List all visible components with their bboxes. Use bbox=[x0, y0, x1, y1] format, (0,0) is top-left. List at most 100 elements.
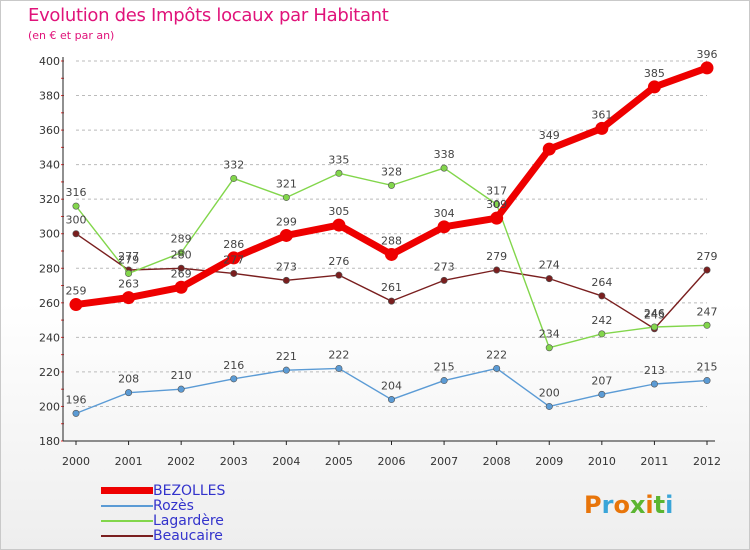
data-point bbox=[703, 377, 711, 385]
data-point bbox=[700, 61, 714, 75]
data-label: 259 bbox=[66, 285, 87, 298]
logo-letter: t bbox=[653, 491, 666, 519]
logo-letter: i bbox=[665, 491, 674, 519]
data-point bbox=[545, 275, 553, 283]
data-label: 273 bbox=[434, 260, 455, 273]
data-point bbox=[650, 380, 658, 388]
x-axis-ticks: 2000 2001 2002 2003 2004 2005 2006 2007 2008 2009… bbox=[62, 441, 721, 468]
data-label: 309 bbox=[486, 198, 507, 211]
data-label: 264 bbox=[591, 276, 612, 289]
data-label: 279 bbox=[486, 250, 507, 263]
data-point bbox=[279, 228, 293, 242]
data-label: 328 bbox=[381, 165, 402, 178]
data-point bbox=[545, 402, 553, 410]
data-point bbox=[122, 291, 136, 305]
legend-swatch bbox=[101, 504, 153, 507]
data-point bbox=[437, 220, 451, 234]
data-point bbox=[703, 266, 711, 274]
data-label: 273 bbox=[276, 260, 297, 273]
y-tick-label: 260 bbox=[39, 297, 60, 310]
y-tick-label: 220 bbox=[39, 366, 60, 379]
data-point bbox=[647, 80, 661, 94]
data-point bbox=[125, 269, 133, 277]
data-label: 279 bbox=[697, 250, 718, 263]
data-label: 207 bbox=[591, 374, 612, 387]
data-point bbox=[387, 181, 395, 189]
proxiti-logo: Proxiti bbox=[584, 491, 673, 519]
data-labels: 259 263 269 286 299 305 288 304 309 349 361 385 396 1… bbox=[66, 48, 718, 406]
logo-letter: i bbox=[645, 491, 654, 519]
data-label: 304 bbox=[434, 207, 455, 220]
data-label: 263 bbox=[118, 278, 139, 291]
data-label: 215 bbox=[697, 361, 718, 374]
legend-label: Lagardère bbox=[153, 512, 224, 529]
data-label: 289 bbox=[171, 233, 192, 246]
data-label: 280 bbox=[171, 248, 192, 261]
data-label: 300 bbox=[66, 214, 87, 227]
data-point bbox=[230, 375, 238, 383]
data-label: 221 bbox=[276, 350, 297, 363]
logo-letter: r bbox=[601, 491, 614, 519]
data-point bbox=[440, 164, 448, 172]
data-point bbox=[177, 249, 185, 257]
data-label: 338 bbox=[434, 148, 455, 161]
data-point bbox=[174, 280, 188, 294]
data-point bbox=[598, 292, 606, 300]
data-point bbox=[542, 142, 556, 156]
legend-item: Rozès bbox=[101, 498, 225, 513]
x-tick-label: 2003 bbox=[220, 455, 248, 468]
legend-item: Beaucaire bbox=[101, 528, 225, 543]
data-label: 246 bbox=[644, 307, 665, 320]
x-tick-label: 2011 bbox=[640, 455, 668, 468]
data-point bbox=[282, 366, 290, 374]
data-label: 274 bbox=[539, 259, 560, 272]
data-point bbox=[227, 251, 241, 265]
data-label: 213 bbox=[644, 364, 665, 377]
data-label: 316 bbox=[66, 186, 87, 199]
legend-swatch bbox=[101, 487, 153, 494]
data-label: 277 bbox=[223, 253, 244, 266]
data-label: 269 bbox=[171, 267, 192, 280]
data-point bbox=[72, 409, 80, 417]
data-point bbox=[493, 364, 501, 372]
data-label: 299 bbox=[276, 215, 297, 228]
data-label: 321 bbox=[276, 177, 297, 190]
data-label: 242 bbox=[591, 314, 612, 327]
logo-letter: o bbox=[613, 491, 630, 519]
y-tick-label: 360 bbox=[39, 124, 60, 137]
axes bbox=[61, 57, 715, 442]
data-label: 245 bbox=[644, 309, 665, 322]
data-point bbox=[493, 200, 501, 208]
legend-item: BEZOLLES bbox=[101, 483, 225, 498]
legend-swatch bbox=[101, 519, 153, 522]
y-tick-label: 180 bbox=[39, 435, 60, 448]
data-point bbox=[387, 297, 395, 305]
data-point bbox=[72, 230, 80, 238]
data-point bbox=[703, 321, 711, 329]
legend-swatch bbox=[101, 534, 153, 537]
data-label: 317 bbox=[486, 184, 507, 197]
data-point bbox=[335, 364, 343, 372]
x-tick-label: 2002 bbox=[167, 455, 195, 468]
data-label: 200 bbox=[539, 386, 560, 399]
chart-subtitle: (en € et par an) bbox=[28, 29, 115, 42]
y-tick-label: 280 bbox=[39, 262, 60, 275]
data-label: 196 bbox=[66, 393, 87, 406]
data-label: 261 bbox=[381, 281, 402, 294]
data-label: 208 bbox=[118, 373, 139, 386]
y-tick-label: 240 bbox=[39, 331, 60, 344]
legend-label: Beaucaire bbox=[153, 527, 223, 544]
x-tick-label: 2005 bbox=[325, 455, 353, 468]
data-label: 276 bbox=[328, 255, 349, 268]
y-tick-label: 320 bbox=[39, 193, 60, 206]
data-point bbox=[72, 202, 80, 210]
logo-letter: P bbox=[584, 491, 602, 519]
data-label: 247 bbox=[697, 305, 718, 318]
x-tick-label: 2007 bbox=[430, 455, 458, 468]
data-label: 335 bbox=[328, 153, 349, 166]
data-label: 288 bbox=[381, 234, 402, 247]
legend-label: Rozès bbox=[153, 497, 194, 514]
data-label: 277 bbox=[118, 250, 139, 263]
data-label: 215 bbox=[434, 361, 455, 374]
y-axis-ticks: 180 200 220 240 260 280 300 320 340 360 380 400 bbox=[39, 55, 60, 448]
